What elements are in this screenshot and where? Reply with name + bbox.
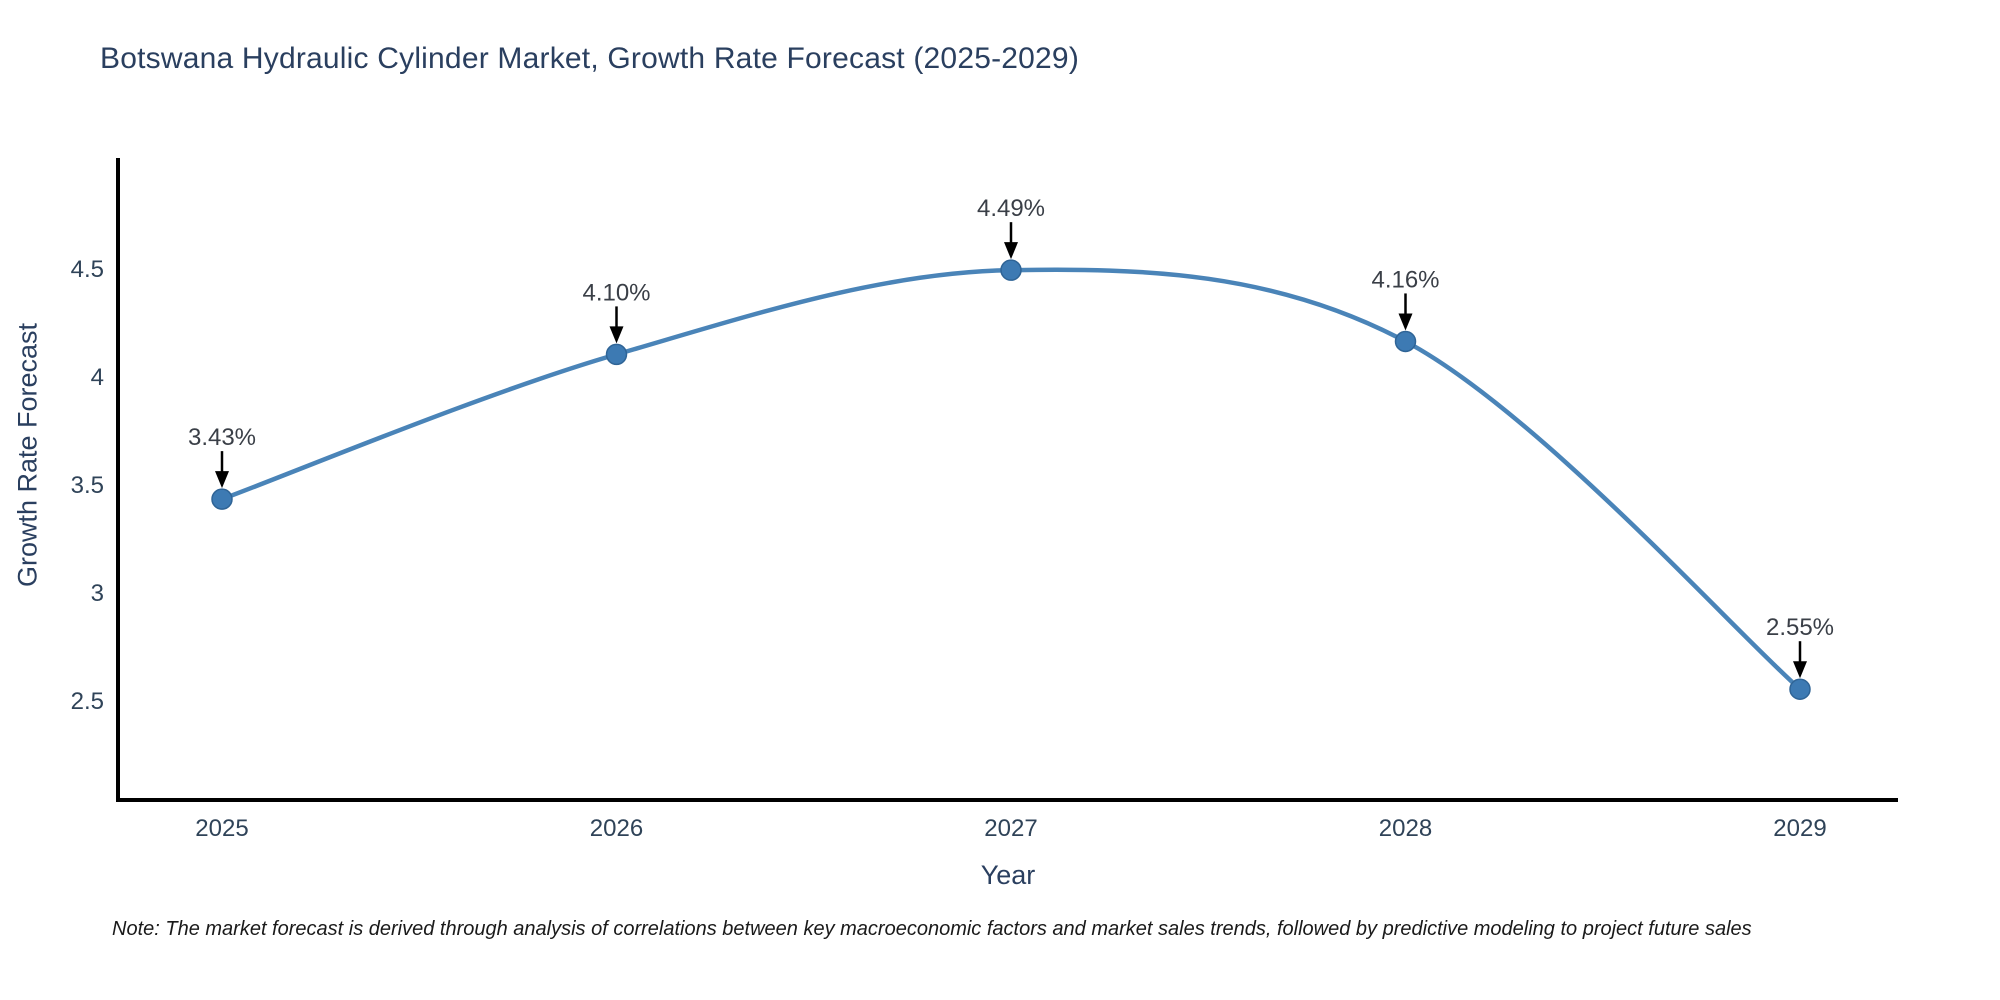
y-tick-label: 3.5 (71, 472, 104, 499)
y-tick-label: 2.5 (71, 688, 104, 715)
x-tick-label: 2025 (195, 815, 248, 842)
y-tick-label: 4.5 (71, 256, 104, 283)
annotation-arrowhead (609, 326, 624, 344)
data-point-marker (1789, 678, 1811, 700)
annotation-arrowhead (1793, 661, 1807, 679)
x-tick-label: 2026 (590, 815, 643, 842)
y-tick-label: 4 (91, 364, 104, 391)
trend-line (219, 267, 1803, 692)
x-axis-title: Year (980, 860, 1036, 890)
y-tick-label: 3 (91, 580, 104, 607)
axis-lines (116, 158, 1898, 802)
data-point-marker (605, 343, 628, 366)
x-tick-label: 2028 (1379, 815, 1432, 842)
annotation-arrowhead (1004, 242, 1018, 260)
data-point-marker (1000, 259, 1022, 281)
footnote: Note: The market forecast is derived thr… (112, 918, 1752, 940)
annotation-arrowhead (215, 471, 229, 489)
annotation-label: 3.43% (188, 424, 256, 451)
data-point-marker (1394, 330, 1417, 353)
annotation-arrowhead (1398, 313, 1413, 331)
x-tick-label: 2027 (984, 815, 1037, 842)
x-tick-label: 2029 (1773, 815, 1826, 842)
data-point-marker (211, 488, 233, 510)
annotation-label: 4.16% (1371, 266, 1439, 293)
annotation-label: 4.10% (582, 279, 650, 306)
annotation-label: 2.55% (1766, 614, 1834, 641)
annotation-label: 4.49% (977, 195, 1045, 222)
chart-title: Botswana Hydraulic Cylinder Market, Grow… (100, 42, 1080, 75)
